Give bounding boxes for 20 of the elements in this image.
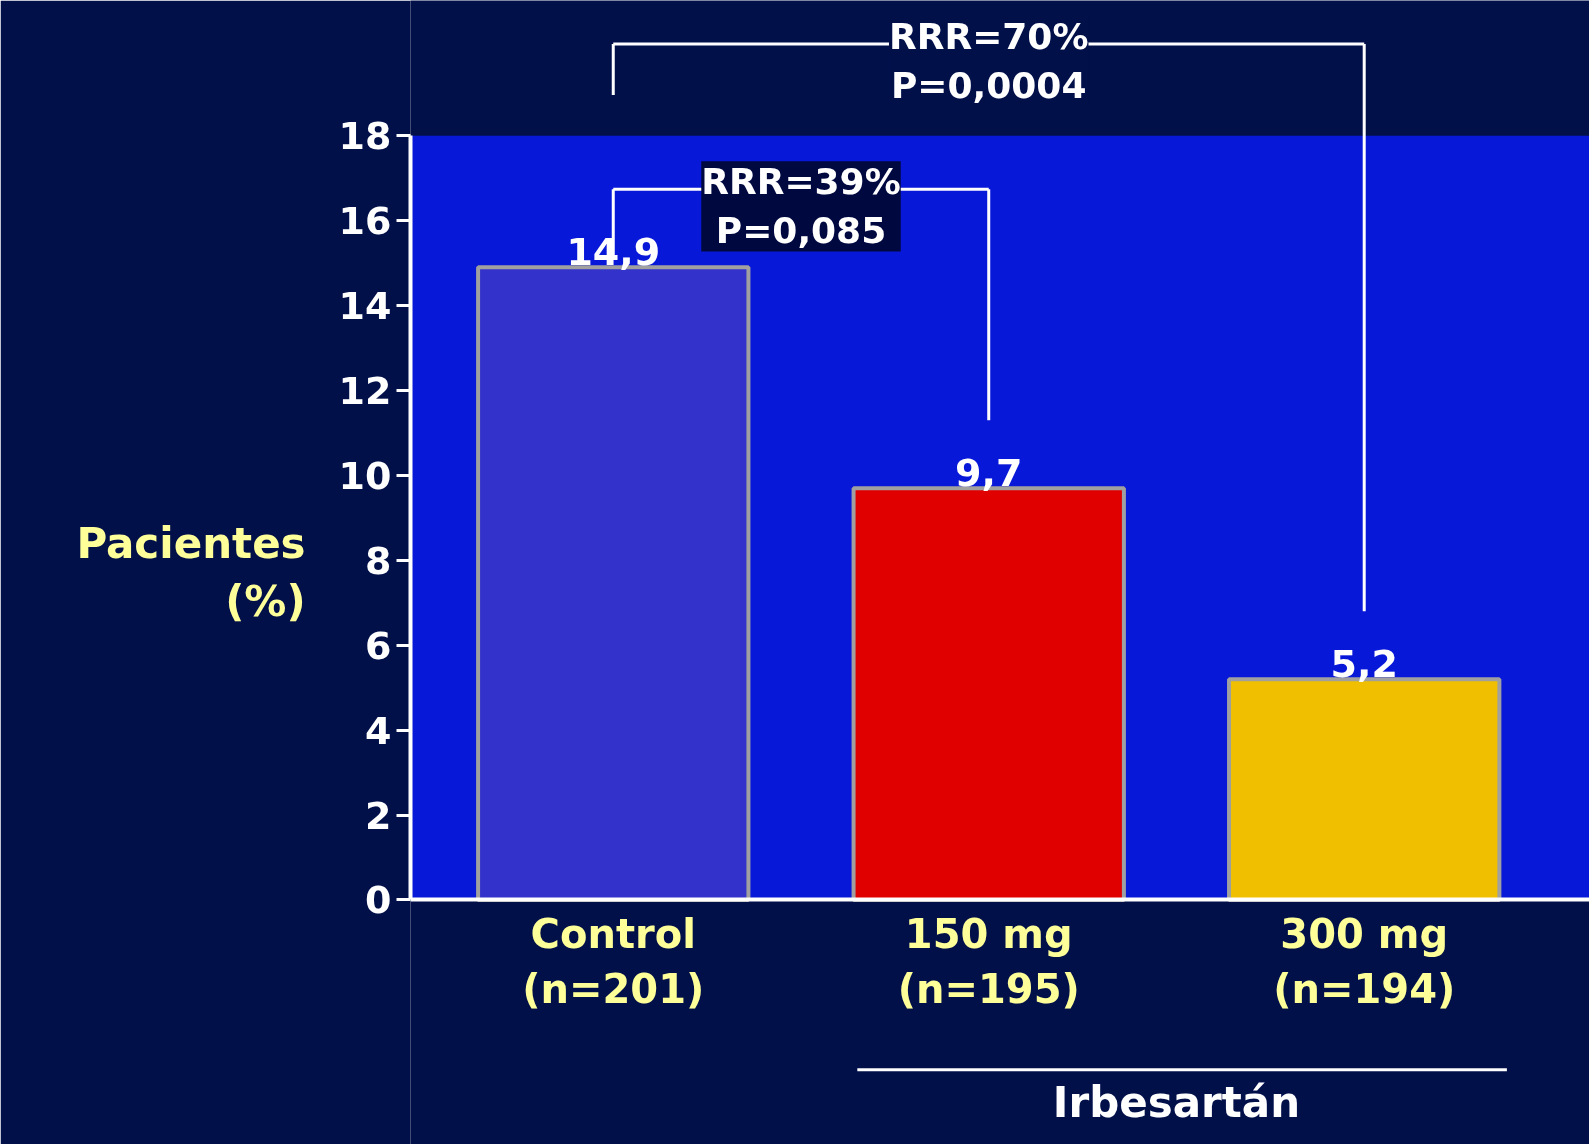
y-tick-label: 6 [365,623,392,668]
y-tick-label: 12 [338,368,392,413]
annotation: RRR=39% P=0,085 [701,161,901,252]
data-label: 9,7 [955,451,1023,496]
x-tick-label: 300 mg (n=194) [1273,910,1456,1013]
y-tick-label: 8 [365,538,392,583]
data-label: 14,9 [566,230,661,275]
y-tick-label: 0 [365,878,392,923]
y-axis-title: Pacientes (%) [76,518,306,627]
y-tick-label: 2 [365,793,392,838]
text: Irbesartán [1052,1078,1301,1128]
y-tick-label: 4 [365,708,392,753]
y-tick-label: 18 [338,114,392,159]
x-tick-label: 150 mg (n=195) [897,910,1080,1013]
y-tick-label: 14 [338,284,392,329]
text: RRR=70% P=0,0004 [888,16,1089,107]
data-label: 5,2 [1330,642,1398,687]
y-tick-label: 16 [338,199,392,244]
x-tick-label: Control (n=201) [522,910,705,1013]
y-tick-label: 10 [338,453,392,498]
